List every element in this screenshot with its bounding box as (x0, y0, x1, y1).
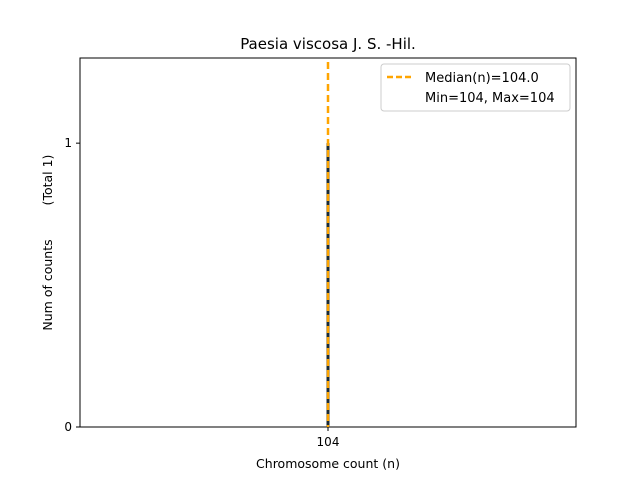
plot-area (79, 57, 577, 428)
y-axis-total-label: (Total 1) (40, 155, 55, 206)
x-tick-label-104: 104 (317, 435, 340, 449)
y-axis-label: Num of counts (40, 239, 55, 330)
legend-entry-minmax: Min=104, Max=104 (425, 91, 555, 106)
x-axis-label: Chromosome count (n) (256, 456, 400, 471)
y-axis-ticks: 01 (64, 136, 80, 434)
chart-title: Paesia viscosa J. S. -Hil. (240, 35, 416, 53)
y-tick-label-1: 1 (64, 136, 72, 150)
legend-frame (380, 63, 571, 112)
legend-entry-median: Median(n)=104.0 (425, 71, 539, 86)
legend: Median(n)=104.0 Min=104, Max=104 (380, 63, 571, 112)
x-axis-ticks: 104 (317, 427, 340, 449)
y-tick-label-0: 0 (64, 420, 72, 434)
